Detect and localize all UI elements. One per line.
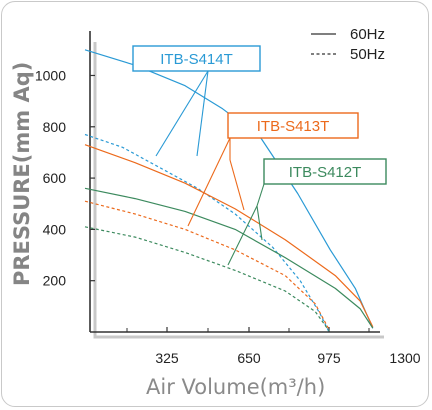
x-tick-label: 650 [237,350,261,366]
series-line-itb-s414t-50hz [84,133,330,333]
axis-shadow [93,42,384,339]
callout-leader [196,70,209,157]
callout-leader [229,159,245,211]
callout-label-itb-s412t: ITB-S412T [289,164,362,181]
curves [84,49,374,333]
callout-leader [187,137,231,227]
y-tick-label: 400 [43,221,67,237]
y-tick-label: 800 [43,119,67,135]
callout-box-itb-s413t [227,112,359,139]
y-tick-label: 600 [43,170,67,186]
y-axis-title: PRESSURE(mm Aq) [10,62,34,286]
callout-leader [155,70,209,157]
callouts: ITB-S414T ITB-S413T ITB-S412T [132,45,387,266]
series-line-itb-s413t-50hz [84,200,330,330]
series-line-itb-s414t-60hz [84,49,374,329]
x-tick-label: 1300 [389,350,420,366]
x-axis-title: Air Volume(m³/h) [146,375,325,399]
legend-label-50hz: 50Hz [350,46,385,63]
x-tick-label: 975 [317,350,341,366]
callout-leader [256,183,265,207]
callout-leader [227,205,258,266]
x-tick-label: 325 [155,350,179,366]
series-line-itb-s412t-60hz [84,187,374,329]
legend: 60Hz 50Hz [311,26,385,63]
y-tick-label: 200 [43,273,67,289]
callout-box-itb-s414t [132,45,261,72]
callout-box-itb-s412t [263,158,387,185]
axes: 200 400 600 800 1000 325 650 975 1300 [35,31,421,366]
legend-label-60hz: 60Hz [350,26,385,43]
callout-label-itb-s413t: ITB-S413T [257,118,330,135]
callout-leader [256,205,263,241]
y-tick-label: 1000 [35,67,66,83]
series-line-itb-s412t-50hz [84,226,330,332]
callout-label-itb-s414t: ITB-S414T [160,51,233,68]
